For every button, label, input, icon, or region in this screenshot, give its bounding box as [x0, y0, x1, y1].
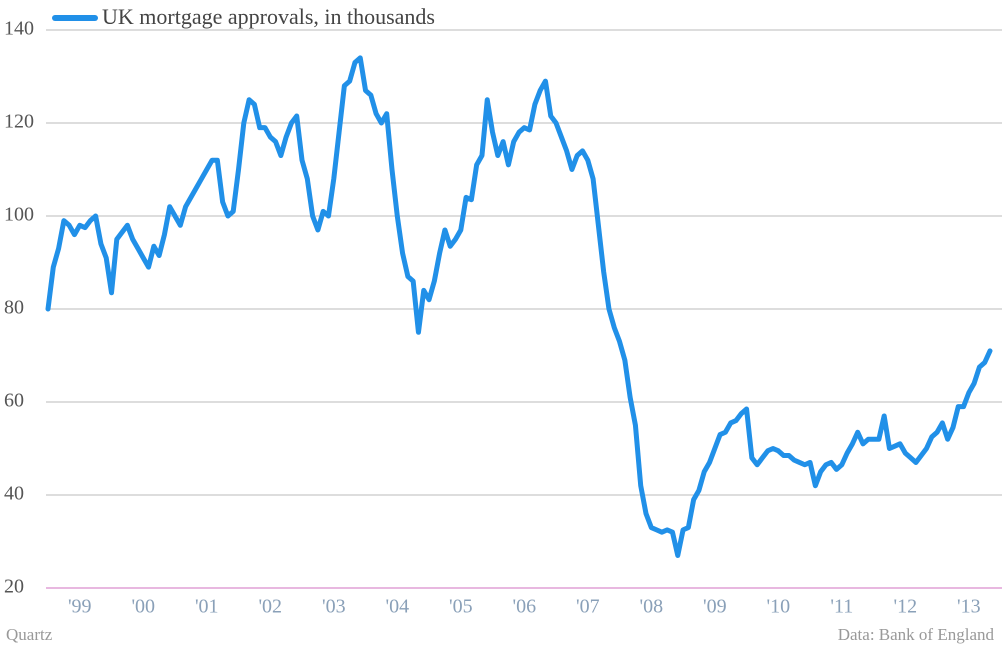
- data-line: [45, 55, 993, 558]
- x-tick-label: '11: [830, 596, 853, 618]
- x-tick-label: '03: [322, 596, 346, 618]
- source: Data: Bank of England: [838, 625, 995, 644]
- y-tick-label: 20: [4, 576, 24, 598]
- x-tick-label: '99: [68, 596, 92, 618]
- x-tick-label: '12: [894, 596, 918, 618]
- x-tick-label: '04: [385, 596, 409, 618]
- x-tick-label: '08: [639, 596, 663, 618]
- y-tick-label: 80: [4, 297, 24, 319]
- x-tick-label: '10: [767, 596, 791, 618]
- legend-label: UK mortgage approvals, in thousands: [102, 4, 435, 29]
- y-tick-label: 40: [4, 483, 24, 505]
- x-tick-label: '01: [195, 596, 219, 618]
- y-tick-label: 60: [4, 390, 24, 412]
- x-tick-label: '06: [512, 596, 536, 618]
- x-tick-label: '09: [703, 596, 727, 618]
- y-tick-label: 140: [4, 18, 34, 40]
- x-tick-label: '02: [258, 596, 282, 618]
- y-tick-label: 100: [4, 204, 34, 226]
- y-tick-label: 120: [4, 111, 34, 133]
- x-tick-label: '05: [449, 596, 473, 618]
- x-tick-label: '00: [131, 596, 155, 618]
- x-tick-label: '13: [957, 596, 981, 618]
- x-tick-label: '07: [576, 596, 600, 618]
- credit: Quartz: [6, 625, 53, 644]
